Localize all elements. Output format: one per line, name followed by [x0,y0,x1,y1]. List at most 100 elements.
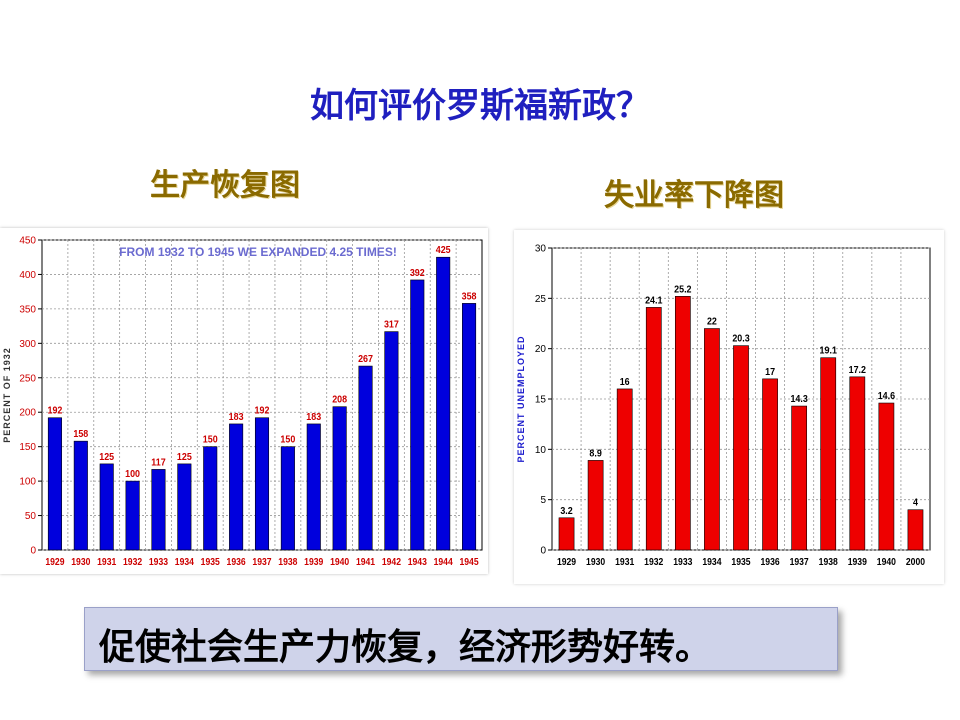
unemployment-tick-label-x: 1930 [586,556,605,568]
production-annotation: FROM 1932 TO 1945 WE EXPANDED 4.25 TIMES… [119,245,397,259]
production-data-label: 267 [358,353,373,365]
unemployment-tick-label-y: 25 [535,294,547,305]
unemployment-data-label: 14.6 [878,390,896,402]
production-data-label: 125 [177,451,192,463]
production-chart-svg: 0 50 100 150 200 250 300 350 400 450 192 1929 158 193… [2,236,483,568]
production-tick-label-y: 50 [25,511,37,522]
production-tick-label-x: 1945 [459,556,479,568]
unemployment-chart-svg: 0 5 10 15 20 25 30 3.2 1929 8.9 1930 16 1931 24.1 1932… [516,244,931,568]
production-bar [73,440,88,551]
production-bar [254,417,270,551]
production-tick-label-y: 150 [19,442,36,453]
production-tick-label-y: 200 [19,408,36,419]
production-data-label: 125 [99,451,114,463]
unemployment-y-axis-label: PERCENT UNEMPLOYED [516,335,526,462]
production-tick-label-x: 1936 [227,556,246,568]
unemployment-bar [878,402,895,551]
production-tick-label-x: 1943 [408,556,427,568]
unemployment-tick-label-x: 1935 [731,556,751,568]
unemployment-tick-label-y: 5 [540,495,546,506]
production-tick-label-y: 300 [19,339,36,350]
production-data-label: 192 [255,405,270,417]
production-tick-label-x: 1940 [330,556,349,568]
unemployment-tick-label-y: 0 [540,546,546,557]
production-tick-label-y: 100 [19,477,36,488]
production-bar [306,423,321,551]
unemployment-tick-label-y: 10 [535,445,547,456]
unemployment-bar [704,328,720,551]
production-bar [410,279,425,551]
production-tick-label-y: 0 [30,546,36,557]
production-tick-label-x: 1941 [356,556,376,568]
unemployment-tick-label-x: 1936 [761,556,780,568]
production-bar [332,406,347,551]
production-data-label: 425 [436,245,451,257]
production-bar [280,446,295,551]
unemployment-bar [849,376,866,551]
unemployment-tick-label-x: 1934 [702,556,722,568]
production-tick-label-x: 1937 [252,556,271,568]
unemployment-bar [907,509,924,551]
unemployment-data-label: 24.1 [645,295,663,307]
production-tick-label-y: 250 [19,373,36,384]
unemployment-data-label: 14.3 [790,393,808,405]
production-data-label: 158 [73,429,88,441]
production-data-label: 117 [151,457,165,469]
unemployment-tick-label-y: 30 [535,244,547,255]
production-data-label: 358 [462,291,477,303]
production-tick-label-x: 1933 [149,556,168,568]
unemployment-data-label: 22 [707,316,717,328]
unemployment-bar [791,405,808,551]
production-bar [462,303,477,551]
unemployment-data-label: 17.2 [849,364,867,376]
unemployment-bar [616,388,633,551]
unemployment-tick-label-x: 1932 [644,556,663,568]
unemployment-bar [558,517,575,551]
production-tick-label-x: 1930 [71,556,90,568]
unemployment-data-label: 8.9 [589,448,602,460]
production-tick-label-x: 1929 [45,556,64,568]
unemployment-tick-label-y: 15 [535,395,547,406]
production-tick-label-x: 1935 [201,556,221,568]
unemployment-data-label: 19.1 [820,345,838,357]
production-tick-label-y: 400 [19,270,36,281]
production-tick-label-x: 1934 [175,556,195,568]
production-bar [436,256,451,551]
unemployment-bar [674,296,691,551]
production-bar [358,365,373,551]
unemployment-data-label: 16 [620,376,630,388]
production-tick-label-x: 1939 [304,556,323,568]
production-chart: 0 50 100 150 200 250 300 350 400 450 192 1929 158 193… [0,228,488,574]
production-data-label: 392 [410,267,425,279]
production-bar [99,463,114,551]
production-tick-label-x: 1931 [97,556,117,568]
production-data-label: 183 [306,411,321,423]
production-bar [229,423,244,551]
production-data-label: 192 [47,405,62,417]
production-data-label: 183 [229,411,244,423]
unemployment-data-label: 17 [765,366,775,378]
production-tick-label-x: 1938 [278,556,298,568]
production-bar [384,331,399,551]
production-y-axis-label: PERCENT OF 1932 [2,347,12,443]
production-chart-subtitle: 生产恢复图 [150,168,300,203]
unemployment-tick-label-x: 1939 [848,556,867,568]
conclusion-banner: 促使社会生产力恢复，经济形势好转。 [84,607,838,671]
production-bar [125,480,140,551]
unemployment-tick-label-x: 1931 [615,556,635,568]
page-title: 如何评价罗斯福新政？ [310,86,650,126]
production-tick-label-x: 1942 [382,556,401,568]
unemployment-bar [762,378,778,551]
production-tick-label-y: 450 [19,236,36,247]
unemployment-data-label: 4 [913,497,918,509]
unemployment-tick-label-x: 2000 [906,556,925,568]
unemployment-tick-label-x: 1938 [819,556,839,568]
production-data-label: 317 [384,319,399,331]
production-tick-label-y: 350 [19,304,36,315]
unemployment-bar [820,357,837,551]
production-bar [177,463,192,551]
production-data-label: 150 [280,434,295,446]
production-bar [151,469,166,551]
production-bar [47,417,62,551]
unemployment-tick-label-x: 1929 [557,556,576,568]
